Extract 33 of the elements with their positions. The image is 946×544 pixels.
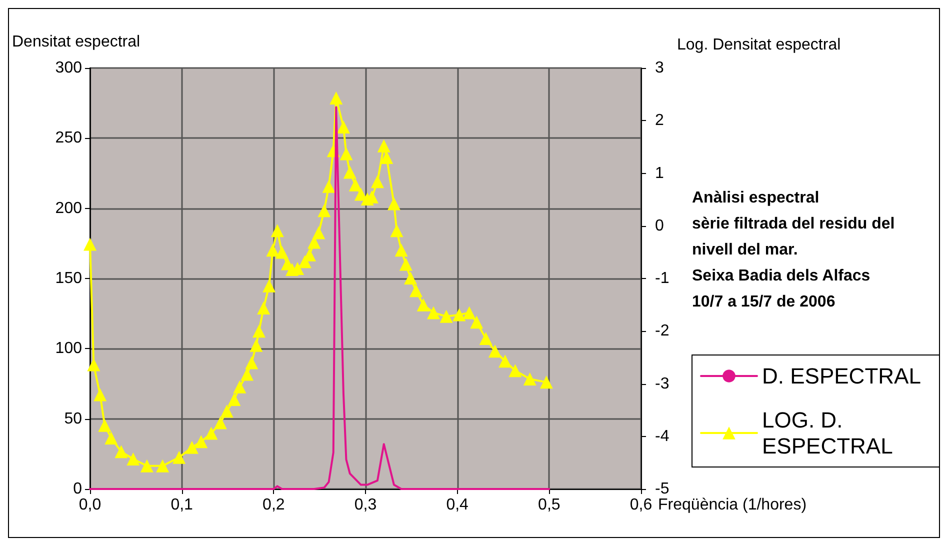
y2-tick-label: 1 xyxy=(655,164,664,182)
y-tick-label: 200 xyxy=(55,200,82,217)
y2-axis-title: Log. Densitat espectral xyxy=(677,36,841,54)
text: nivell del mar. xyxy=(692,242,798,258)
x-tick-label: 0,1 xyxy=(170,496,194,514)
y2-tick-label: -4 xyxy=(655,428,670,445)
y2-tick-label: 0 xyxy=(655,217,664,234)
x-tick-label: 0,3 xyxy=(354,496,377,514)
y2-tick-label: -3 xyxy=(655,375,670,392)
y-tick-label: 50 xyxy=(64,410,82,428)
legend-label: LOG. D. ESPECTRAL xyxy=(762,408,893,458)
x-tick-label: 0,4 xyxy=(446,496,469,514)
legend-label: D. ESPECTRAL xyxy=(762,364,921,388)
text: Anàlisi espectral xyxy=(692,190,820,206)
y2-tick-label: 2 xyxy=(655,112,664,130)
x-tick-label: 0,6 xyxy=(630,496,652,514)
y2-tick-label: -1 xyxy=(655,270,670,287)
y2-tick-label: 3 xyxy=(655,60,664,76)
y-tick-label: 250 xyxy=(55,130,82,147)
y2-tick-label: -2 xyxy=(655,322,670,340)
y-axis-title: Densitat espectral xyxy=(12,34,140,50)
y-tick-label: 150 xyxy=(55,270,82,287)
y-tick-label: 300 xyxy=(55,60,82,76)
text: Seixa Badia dels Alfacs xyxy=(692,268,870,284)
x-tick-label: 0,2 xyxy=(262,496,285,514)
y2-tick-label: -5 xyxy=(655,480,670,498)
x-tick-label: 0,5 xyxy=(538,496,560,514)
x-tick-label: 0,0 xyxy=(78,496,102,514)
y-tick-label: 100 xyxy=(55,340,82,358)
x-axis-title: Freqüència (1/hores) xyxy=(658,496,807,514)
text: 10/7 a 15/7 de 2006 xyxy=(692,294,836,310)
y-tick-label: 0 xyxy=(73,480,82,498)
text: sèrie filtrada del residu del xyxy=(692,216,895,232)
